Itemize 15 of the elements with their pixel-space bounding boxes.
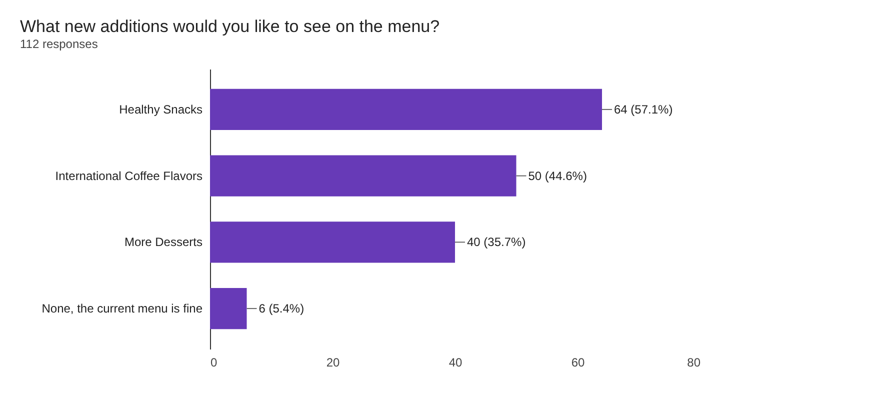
- y-tick-label: International Coffee Flavors: [55, 168, 202, 183]
- data-label: 64 (57.1%): [614, 102, 673, 116]
- x-tick-label: 20: [326, 356, 340, 370]
- data-label: 40 (35.7%): [467, 235, 526, 250]
- text: 112 responses: [20, 37, 98, 51]
- y-tick-label: None, the current menu is fine: [42, 302, 203, 316]
- x-tick-label: 0: [210, 356, 218, 370]
- x-tick-label: 40: [448, 356, 462, 370]
- x-tick-label: 60: [571, 356, 585, 370]
- data-label: 50 (44.6%): [528, 168, 587, 183]
- y-tick-label: Healthy Snacks: [119, 102, 202, 116]
- y-tick-label: More Desserts: [124, 235, 202, 250]
- chart-title: What new additions would you like to see on the menu?: [20, 17, 440, 36]
- x-tick-label: 80: [687, 356, 701, 370]
- data-label: 6 (5.4%): [258, 302, 304, 316]
